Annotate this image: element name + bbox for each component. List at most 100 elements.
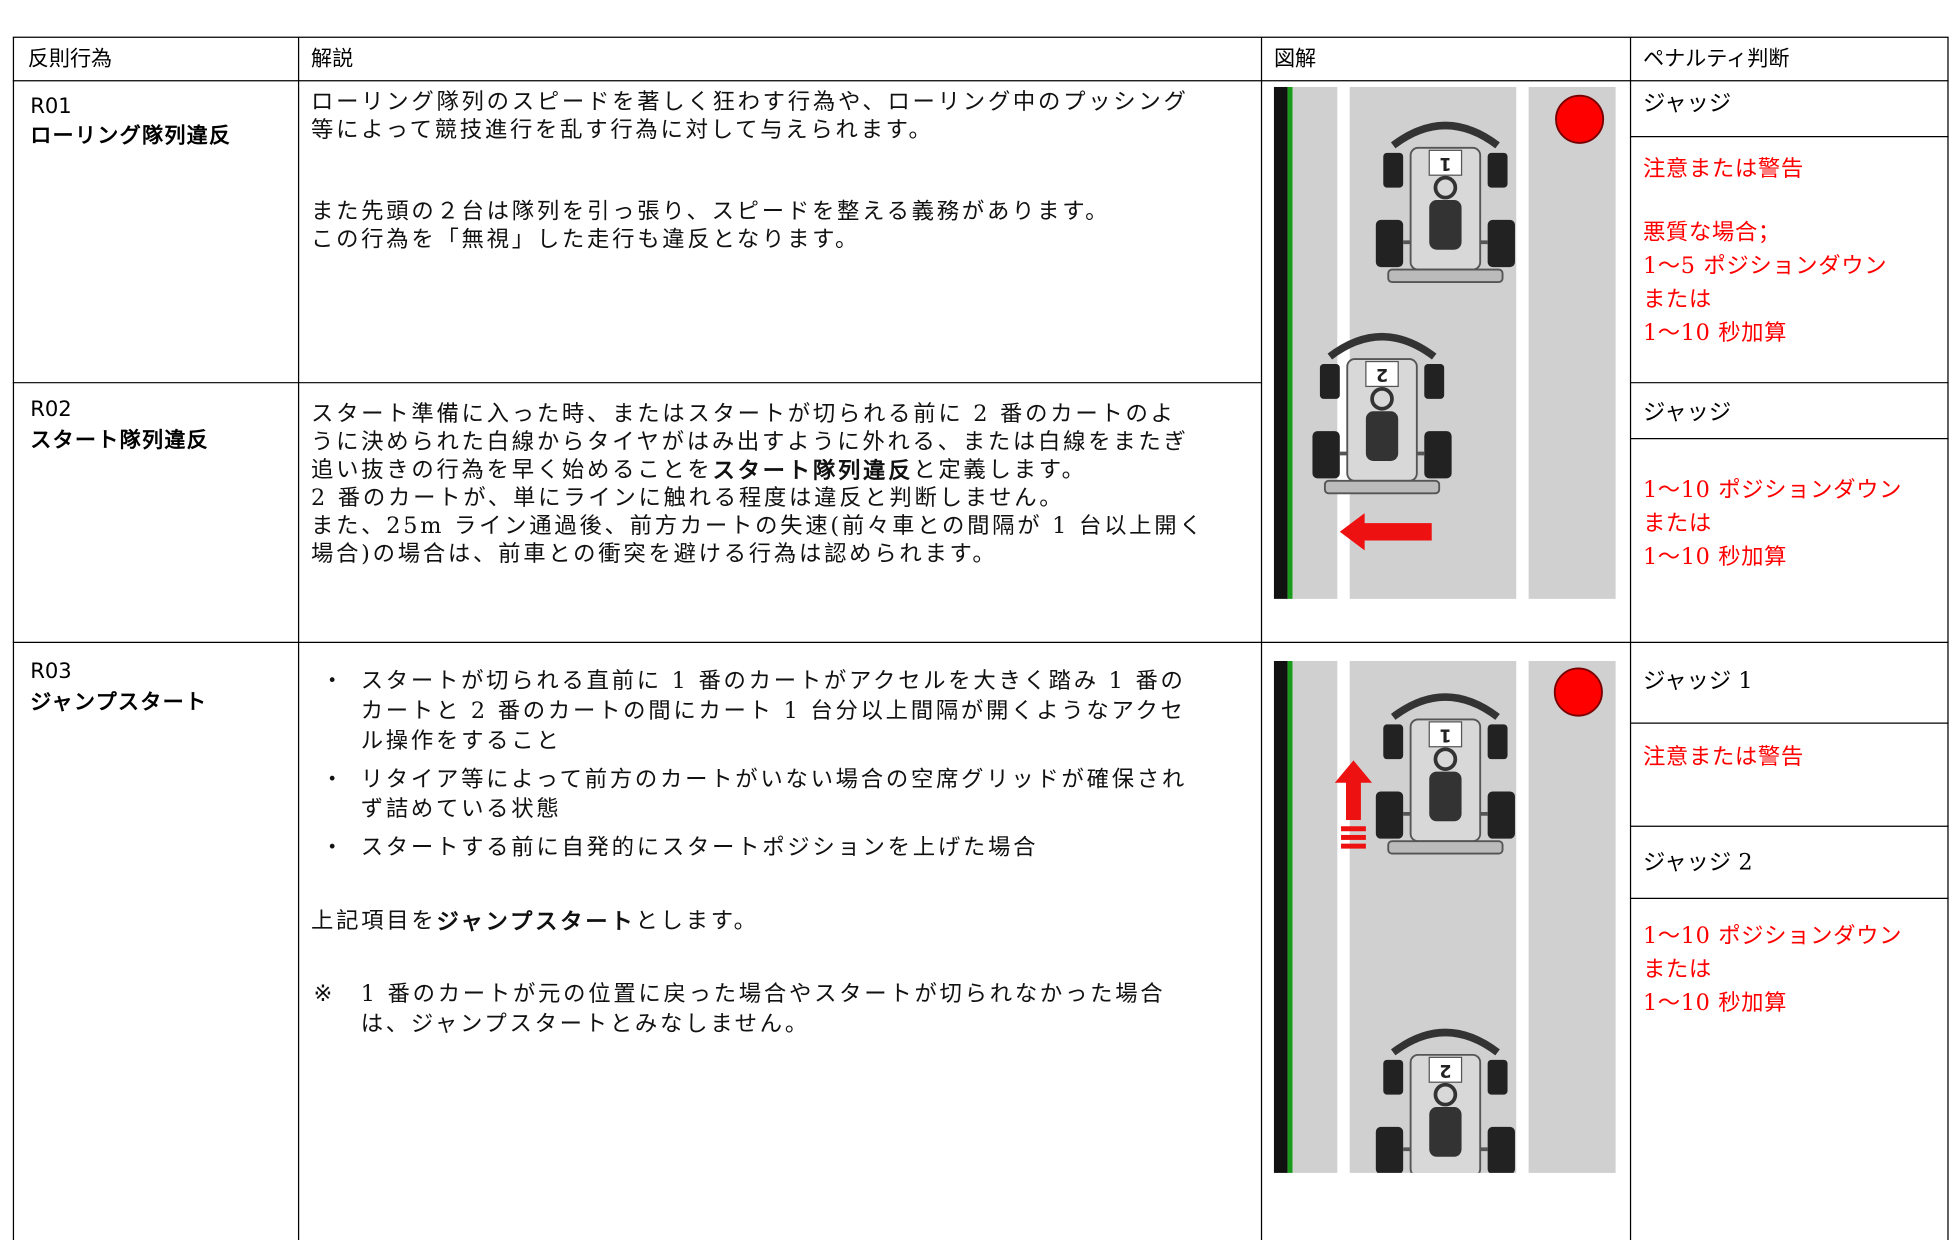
kart-tire [1487,1126,1515,1173]
kart-tire [1319,364,1340,399]
kart-rear-bumper [1388,1177,1502,1189]
rule-code: R02 [30,396,72,421]
kart: 2 [1312,332,1452,495]
description-line: リタイア等によって前方のカートがいない場合の空席グリッドが確保され [361,766,1187,792]
kart-number: 2 [1376,364,1388,384]
text: この行為を「無視」した走行も違反となります。 [311,226,860,252]
description-line: また先頭の２台は隊列を引っ張り、スピードを整える義務があります。 [311,198,1110,224]
rule-name: ローリング隊列違反 [30,123,231,148]
text: ず詰めている状態 [361,796,562,822]
text: 1 番のカートが元の位置に戻った場合やスタートが切られなかった場合 [361,981,1166,1007]
list-marker: ・ [321,668,346,694]
judge-label: ジャッジ 1 [1643,668,1753,694]
text: スタートが切られる直前に 1 番のカートがアクセルを大きく踏み 1 番の [361,668,1186,694]
kart-tire [1487,219,1515,268]
text: リタイア等によって前方のカートがいない場合の空席グリッドが確保され [361,766,1187,792]
kart-tire [1375,1126,1404,1173]
penalty-text: 注意または警告 [1643,744,1804,770]
penalty-text: 1〜10 秒加算 [1643,990,1787,1016]
kart-front-bumper [1390,1028,1500,1056]
kart-steering [1433,175,1458,200]
kart-front-bumper [1390,693,1500,720]
diagram-karts: 12 [1312,121,1515,495]
list-marker: ※ [313,981,334,1007]
penalty-text: 1〜10 ポジションダウン [1643,477,1902,503]
rule-name: ジャンプスタート [30,689,207,714]
kart-number-plate [1428,721,1463,748]
kart-tire [1375,219,1404,268]
description-line: また、25m ライン通過後、前方カートの失速(前々車との間隔が 1 台以上開く [311,513,1204,539]
text: ローリング隊列のスピードを著しく狂わす行為や、ローリング中のプッシング [311,89,1189,115]
judge-label: ジャッジ [1643,90,1731,116]
kart-steering [1370,387,1394,411]
list-marker: ・ [321,835,346,861]
description-line: うに決められた白線からタイヤがはみ出すように外れる、または白線をまたぎ [311,429,1189,455]
description-line: 1 番のカートが元の位置に戻った場合やスタートが切られなかった場合 [361,981,1166,1007]
kart: 1 [1375,121,1515,283]
kart-front-bumper [1390,121,1500,149]
kart: 1 [1375,693,1515,855]
penalty-text: 1〜10 秒加算 [1643,320,1787,346]
rule-code: R03 [30,658,72,683]
text: と定義します。 [913,457,1086,483]
description-line: は、ジャンプスタートとみなしません。 [361,1011,810,1037]
description-line: スタートする前に自発的にスタートポジションを上げた場合 [361,835,1039,861]
text: カートと 2 番のカートの間にカート 1 台分以上間隔が開くようなアクセ [361,698,1186,724]
kart-tire [1487,724,1508,760]
kart-tire [1312,431,1340,479]
penalty-text: 悪質な場合； [1643,220,1781,246]
description-line: 2 番のカートが、単にラインに触れる程度は違反と判断しません。 [311,485,1064,511]
kart-number: 1 [1439,724,1451,744]
kart: 2 [1375,1028,1515,1189]
table-borders [12,36,1949,1240]
penalty-text: または [1643,956,1712,982]
penalty-text: 注意または警告 [1643,156,1804,182]
kart-rear-bumper [1323,479,1441,495]
description-line: 場合)の場合は、前車との衝突を避ける行為は認められます。 [311,541,998,567]
penalty-text: または [1643,287,1712,313]
kart-tire [1383,724,1404,760]
bold-text: ジャンプスタート [436,908,635,934]
header-cell: 反則行為 [28,46,112,71]
rule-name: スタート隊列違反 [30,427,209,452]
text: は、ジャンプスタートとみなしません。 [361,1011,810,1037]
description-line: ず詰めている状態 [361,796,562,822]
description-line: ローリング隊列のスピードを著しく狂わす行為や、ローリング中のプッシング [311,89,1189,115]
description-line: スタートが切られる直前に 1 番のカートがアクセルを大きく踏み 1 番の [361,668,1186,694]
kart-number: 2 [1439,1060,1451,1080]
text: スタート準備に入った時、またはスタートが切られる前に 2 番のカートのよ [311,401,1176,427]
description-line: カートと 2 番のカートの間にカート 1 台分以上間隔が開くようなアクセ [361,698,1186,724]
description-line: 追い抜きの行為を早く始めることをスタート隊列違反と定義します。 [311,456,1087,483]
text: ル操作をすること [361,728,562,754]
description-line: 等によって競技進行を乱す行為に対して与えられます。 [311,117,934,143]
kart-front-bumper [1327,332,1437,360]
kart-tire [1383,152,1404,188]
penalty-text: 1〜5 ポジションダウン [1643,253,1887,279]
kart-rear-bumper [1387,840,1504,855]
kart-number-plate [1428,149,1463,176]
text: また先頭の２台は隊列を引っ張り、スピードを整える義務があります。 [311,198,1110,224]
list-marker: ・ [321,766,346,792]
judge-label: ジャッジ [1643,400,1731,426]
text: 場合)の場合は、前車との衝突を避ける行為は認められます。 [311,541,998,567]
penalty-text: 1〜10 秒加算 [1643,544,1787,570]
text: スタートする前に自発的にスタートポジションを上げた場合 [361,835,1039,861]
kart-tire [1375,791,1404,839]
kart-seat [1365,411,1399,461]
kart-tire [1487,791,1515,839]
text: とします。 [635,908,758,934]
text: 追い抜きの行為を早く始めることを [311,457,712,483]
penalty-text: または [1643,510,1712,536]
judge-label: ジャッジ 2 [1643,850,1753,876]
penalty-text: 1〜10 ポジションダウン [1643,923,1902,949]
text: 2 番のカートが、単にラインに触れる程度は違反と判断しません。 [311,485,1064,511]
description-line: この行為を「無視」した走行も違反となります。 [311,226,860,252]
text: うに決められた白線からタイヤがはみ出すように外れる、または白線をまたぎ [311,429,1189,455]
kart-rear-bumper [1387,268,1504,283]
header-cell: ペナルティ判断 [1643,46,1790,71]
kart-tire [1424,431,1452,479]
header-cell: 解説 [311,46,353,71]
kart-seat [1429,1107,1462,1157]
